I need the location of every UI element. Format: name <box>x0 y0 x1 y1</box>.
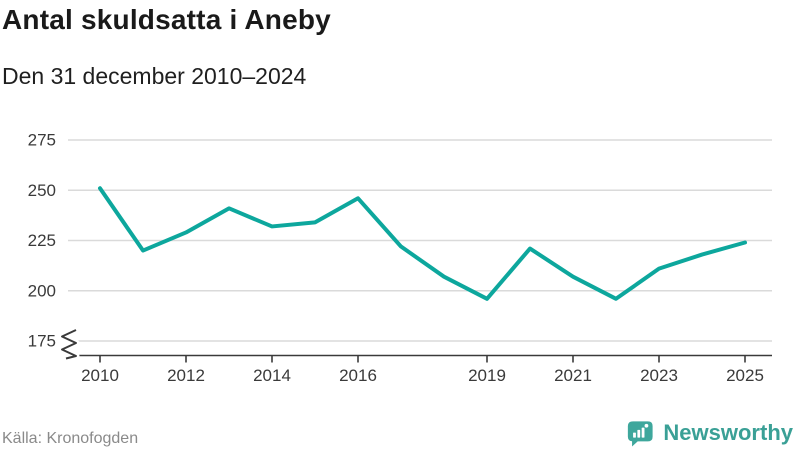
y-tick-label: 200 <box>28 281 56 300</box>
x-tick-label: 2012 <box>167 366 205 385</box>
newsworthy-logo: Newsworthy <box>626 419 793 447</box>
x-tick-label: 2025 <box>726 366 764 385</box>
newsworthy-logo-icon <box>628 421 654 447</box>
x-tick-label: 2021 <box>554 366 592 385</box>
axis-break-icon <box>58 326 80 362</box>
axis-layer: 2010 2012 2014 2016 2019 2021 2023 2025 <box>68 354 772 385</box>
y-tick-label: 175 <box>28 332 56 351</box>
x-tick-label: 2014 <box>253 366 291 385</box>
series-layer <box>98 186 747 301</box>
page-subtitle: Den 31 december 2010–2024 <box>2 63 307 89</box>
trend-line <box>98 186 747 301</box>
x-tick-label: 2016 <box>339 366 377 385</box>
y-tick-label: 275 <box>28 131 56 150</box>
page-title: Antal skuldsatta i Aneby <box>2 4 331 35</box>
source-text: Källa: Kronofogden <box>2 430 139 447</box>
y-tick-label: 225 <box>28 231 56 250</box>
y-tick-label: 250 <box>28 181 56 200</box>
gridlines-layer: 275 250 225 200 175 <box>28 131 772 351</box>
x-tick-label: 2010 <box>81 366 119 385</box>
x-tick-label: 2019 <box>468 366 506 385</box>
bar-chart-glyph <box>633 423 649 438</box>
x-tick-label: 2023 <box>640 366 678 385</box>
speech-bubble-shape <box>628 421 654 447</box>
newsworthy-brand-text: Newsworthy <box>663 420 793 445</box>
